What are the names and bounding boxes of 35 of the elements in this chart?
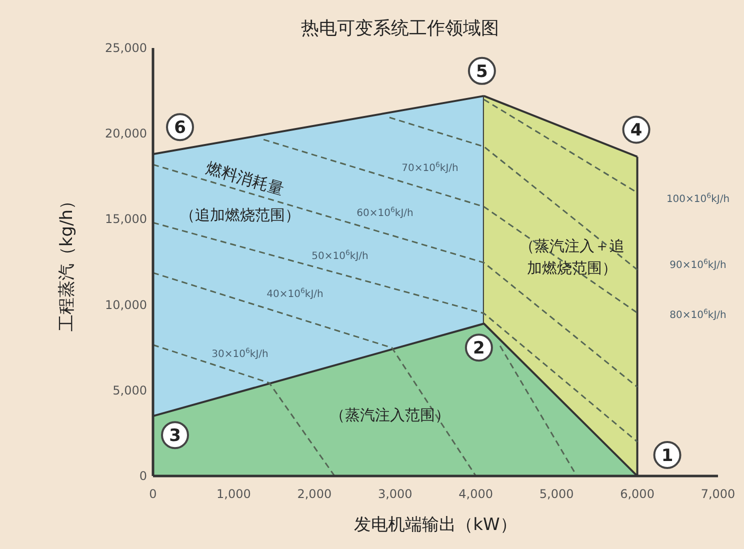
x-tick-label: 1,000 bbox=[216, 487, 251, 501]
y-tick-label: 20,000 bbox=[105, 126, 147, 141]
x-tick-label: 7,000 bbox=[700, 487, 736, 501]
annotation: 90×10$^{6}$kJ/h bbox=[670, 258, 726, 271]
annotation: 1 bbox=[661, 446, 674, 466]
annotation: 40×10$^{6}$kJ/h bbox=[266, 287, 324, 300]
y-tick-label: 10,000 bbox=[105, 298, 147, 312]
annotation: 100×10$^{6}$kJ/h bbox=[666, 192, 730, 205]
x-tick-label: 2,000 bbox=[297, 487, 332, 501]
chart-title: 热电可变系统工作领域图 bbox=[301, 18, 499, 39]
y-tick-label: 15,000 bbox=[105, 212, 147, 226]
annotation: （蒸汽注入＋追加燃烧范围） bbox=[520, 237, 624, 277]
annotation: （追加燃烧范围） bbox=[180, 206, 300, 224]
annotation: 2 bbox=[473, 338, 485, 359]
y-axis-title: 工程蒸汽（kg/h） bbox=[57, 192, 77, 332]
annotation: 50×10$^{6}$kJ/h bbox=[312, 249, 368, 262]
annotation: 5 bbox=[476, 62, 488, 82]
x-axis-title: 发电机端输出（kW） bbox=[354, 515, 517, 535]
annotation: 80×10$^{6}$kJ/h bbox=[670, 308, 726, 321]
annotation: 60×10$^{6}$kJ/h bbox=[356, 206, 414, 219]
y-tick-label: 25,000 bbox=[105, 41, 147, 55]
x-tick-label: 3,000 bbox=[378, 487, 412, 501]
annotation: 6 bbox=[174, 118, 186, 138]
annotation: （蒸汽注入范围） bbox=[330, 406, 450, 424]
y-tick-label: 5,000 bbox=[112, 383, 147, 398]
x-tick-label: 4,000 bbox=[458, 487, 494, 501]
annotation: 3 bbox=[169, 426, 181, 446]
annotation: 4 bbox=[630, 120, 642, 141]
x-tick-label: 0 bbox=[149, 487, 157, 501]
annotation: 70×10$^{6}$kJ/h bbox=[402, 161, 458, 174]
annotation: 燃料消耗量 bbox=[204, 158, 286, 199]
y-tick-label: 0 bbox=[139, 469, 147, 483]
x-tick-label: 6,000 bbox=[620, 487, 654, 501]
x-tick-label: 5,000 bbox=[539, 487, 574, 501]
annotation: 30×10$^{6}$kJ/h bbox=[212, 347, 268, 360]
